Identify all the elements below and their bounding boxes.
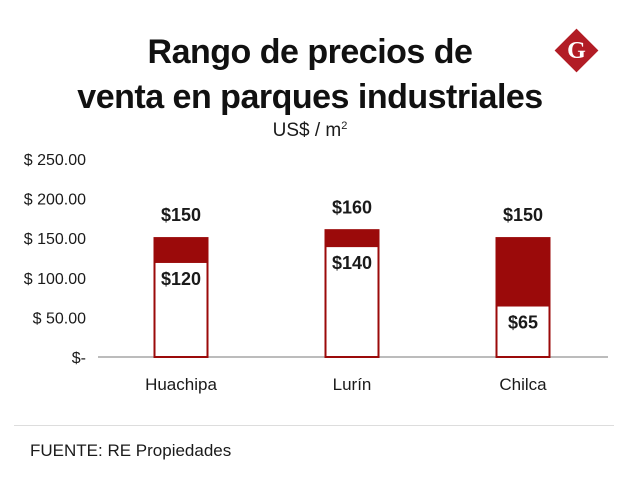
min-label-huachipa: $120 [161,269,201,289]
unit-label: US$ / m2 [0,120,620,142]
max-label-huachipa: $150 [161,205,201,225]
chart-title: Rango de precios de venta en parques ind… [0,30,620,120]
min-label-chilca: $65 [508,313,538,333]
max-label-lurin: $160 [332,197,372,217]
brand-logo-letter: G [567,38,586,64]
unit-label-text: US$ / m [272,120,342,141]
chart-title-line-2: venta en parques industriales [77,78,543,116]
source-note: FUENTE: RE Propiedades [30,441,232,460]
bar-range-chilca [495,237,551,307]
y-tick-label-3: $ 150.00 [24,231,86,248]
brand-logo: G [554,28,599,73]
range-bar-chart: $- $ 50.00 $ 100.00 $ 150.00 $ 200.00 $ 250.0… [24,152,608,394]
y-tick-label-4: $ 200.00 [24,192,86,209]
y-tick-label-5: $ 250.00 [24,152,86,169]
chart-title-line-1: Rango de precios de [147,33,473,71]
category-label-chilca: Chilca [499,375,547,394]
min-label-lurin: $140 [332,253,372,273]
bar-range-lurin [324,229,380,248]
y-tick-label-0: $- [72,350,86,367]
category-label-lurin: Lurín [333,375,372,394]
brand-logo-diamond [554,28,599,73]
y-tick-label-1: $ 50.00 [33,310,86,327]
bar-outline-lurin [324,229,380,358]
bar-range-huachipa [153,237,209,263]
y-tick-label-2: $ 100.00 [24,271,86,288]
category-label-huachipa: Huachipa [145,375,217,394]
unit-label-superscript: 2 [341,120,348,132]
footer-divider [14,425,614,426]
max-label-chilca: $150 [503,205,543,225]
